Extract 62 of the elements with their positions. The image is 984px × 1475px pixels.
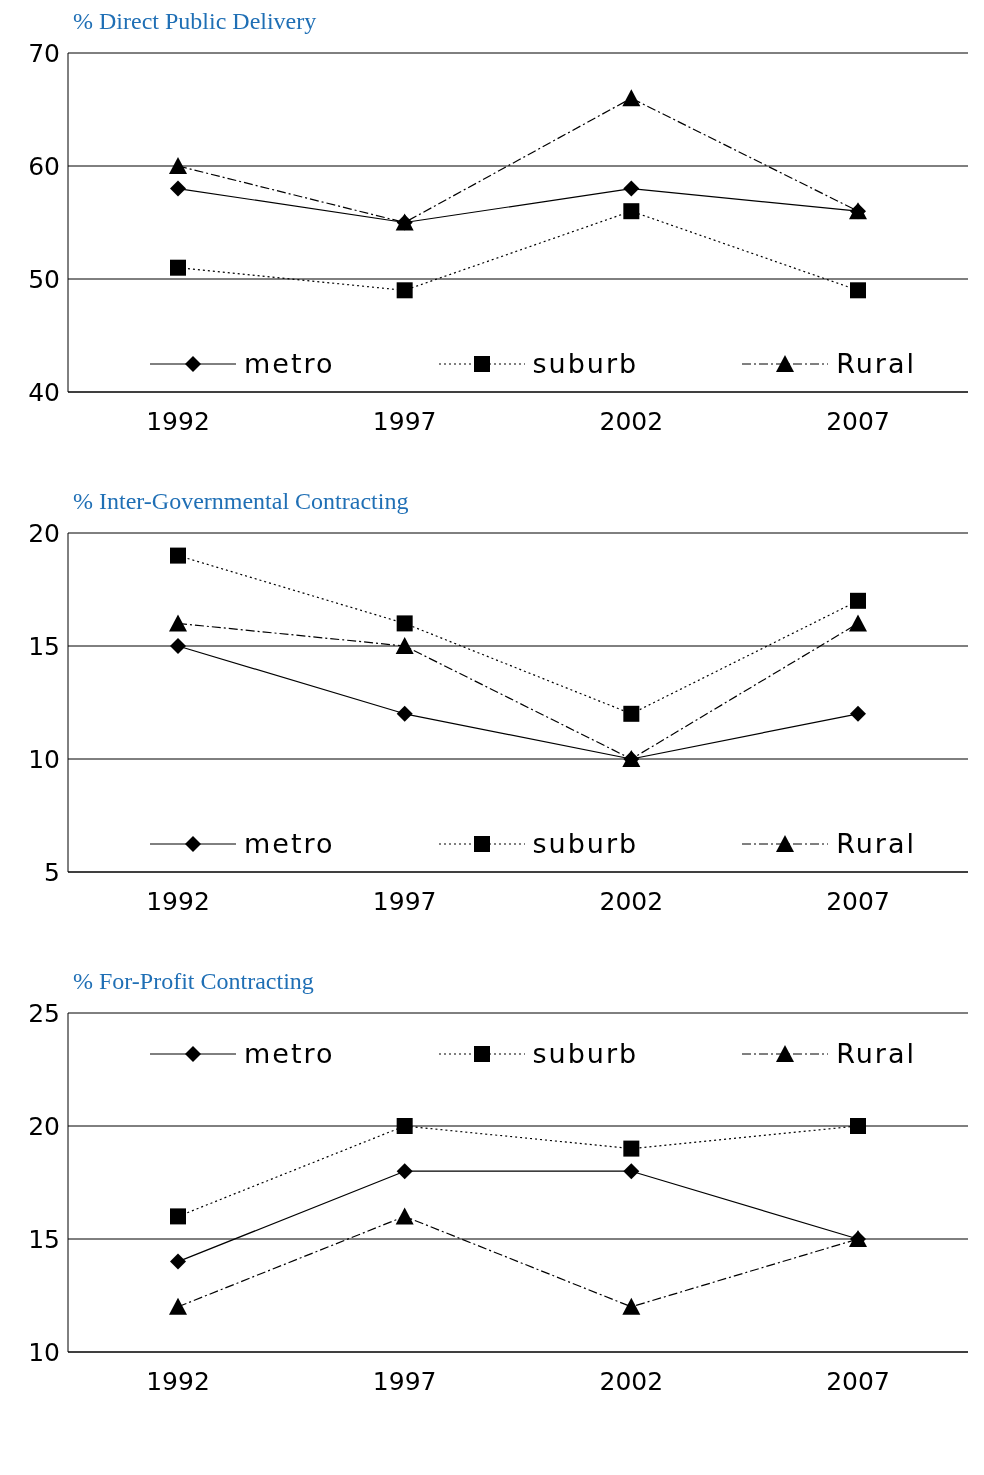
point [850,1118,866,1134]
y-tick-label: 10 [28,744,60,774]
y-tick-label: 20 [28,1111,60,1141]
y-tick-label: 15 [28,631,60,661]
y-tick-label: 25 [28,998,60,1028]
x-tick-label: 2002 [599,406,664,436]
x-tick-label: 2007 [826,1366,890,1396]
legend-label: metro [243,828,335,859]
y-tick-label: 20 [28,518,60,548]
legend-label: Rural [836,1038,916,1069]
point [169,614,187,632]
point [396,1163,413,1180]
point [623,1140,640,1157]
point [623,203,640,220]
point [170,547,186,564]
y-tick-label: 15 [28,1224,60,1254]
point [396,1118,413,1134]
x-tick-label: 1997 [372,886,437,916]
legend-label: suburb [532,1038,639,1069]
point [170,638,186,654]
x-tick-label: 1997 [372,406,437,436]
point [622,1297,641,1315]
x-tick-label: 2007 [826,406,890,436]
y-tick-label: 70 [28,38,60,68]
legend-label: Rural [836,348,916,379]
point [170,259,186,276]
y-tick-label: 5 [44,857,60,887]
legend-label: metro [243,348,335,379]
legend-label: metro [243,1038,335,1069]
point [623,180,640,197]
point [396,615,413,632]
point [395,637,414,654]
point [850,705,866,722]
point [623,705,640,722]
point [850,282,866,299]
y-tick-label: 40 [28,377,60,407]
x-tick-label: 2002 [599,886,664,916]
point [623,1163,640,1180]
point [169,1297,187,1315]
y-tick-label: 10 [28,1337,60,1367]
point [170,1208,186,1225]
x-tick-label: 1992 [146,886,210,916]
chart-title: % For-Profit Contracting [73,968,314,995]
y-tick-label: 60 [28,151,60,181]
x-tick-label: 1992 [146,1366,210,1396]
x-tick-label: 1992 [146,406,210,436]
legend-label: suburb [532,348,639,379]
point [170,1253,186,1270]
chart-title: % Direct Public Delivery [73,8,317,35]
point [849,614,867,632]
legend-label: Rural [836,828,916,859]
legend-label: suburb [532,828,639,859]
chart-title: % Inter-Governmental Contracting [73,488,409,515]
x-tick-label: 2002 [599,1366,664,1396]
point [395,1207,414,1225]
point [396,282,413,299]
point [170,180,186,197]
x-tick-label: 1997 [372,1366,437,1396]
point [850,592,866,609]
y-tick-label: 50 [28,264,60,294]
point [396,705,413,722]
x-tick-label: 2007 [826,886,890,916]
